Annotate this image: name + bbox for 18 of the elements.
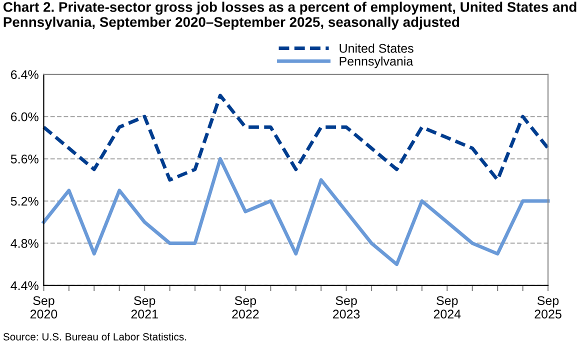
legend-label: United States [340, 44, 414, 53]
chart-title: Chart 2. Private-sector gross job losses as a percent of employment, United States and Pennsylvania, September 2020–September 2025, seasonally adjusted [3, 2, 576, 30]
y-tick-label: 5.6% [10, 154, 38, 164]
x-tick-label: Sep 2020 [30, 296, 58, 319]
y-tick-label: 4.4% [10, 281, 38, 290]
x-tick-label: Sep 2024 [434, 296, 461, 319]
y-tick-label: 6.4% [11, 70, 38, 80]
line-series [42, 157, 550, 266]
line-series [42, 94, 550, 182]
x-tick-label: Sep 2025 [534, 296, 562, 319]
source-note: Source: U.S. Bureau of Labor Statistics. [3, 332, 186, 340]
y-tick-label: 5.2% [10, 196, 38, 206]
y-tick-label: 6.0% [11, 112, 38, 122]
y-tick-label: 4.8% [10, 239, 38, 248]
x-tick-label: Sep 2023 [333, 296, 360, 319]
x-tick-label: Sep 2021 [131, 296, 158, 319]
x-tick-label: Sep 2022 [232, 296, 259, 319]
legend-label: Pennsylvania [340, 56, 414, 68]
